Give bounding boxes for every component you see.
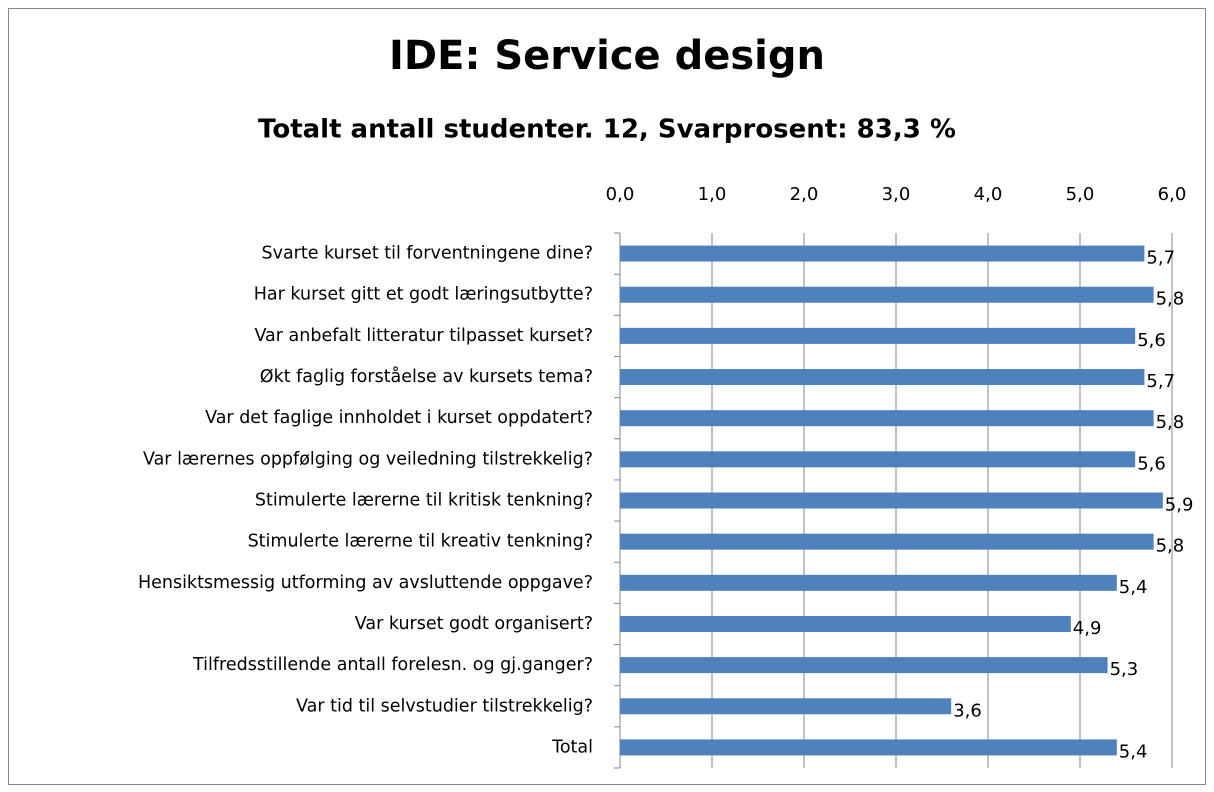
value-label: 5,4 bbox=[1119, 741, 1148, 762]
x-tick-label: 4,0 bbox=[974, 184, 1003, 205]
value-label: 5,7 bbox=[1146, 371, 1175, 392]
bar bbox=[620, 574, 1117, 591]
value-label: 5,4 bbox=[1119, 577, 1148, 598]
y-tick-label: Stimulerte lærerne til kritisk tenkning? bbox=[255, 491, 593, 511]
x-tick-label: 5,0 bbox=[1066, 184, 1095, 205]
y-tick-label: Var lærernes oppfølging og veiledning ti… bbox=[143, 449, 593, 469]
x-tick-label: 3,0 bbox=[882, 184, 911, 205]
x-tick-label: 1,0 bbox=[698, 184, 727, 205]
value-label: 4,9 bbox=[1073, 618, 1102, 639]
value-label: 5,7 bbox=[1146, 248, 1175, 269]
y-tick-label: Svarte kurset til forventningene dine? bbox=[261, 244, 593, 264]
bar bbox=[620, 369, 1145, 386]
y-tick-label: Hensiktsmessig utforming av avsluttende … bbox=[138, 573, 593, 593]
x-tick-label: 0,0 bbox=[606, 184, 635, 205]
bar bbox=[620, 410, 1154, 427]
bar bbox=[620, 615, 1071, 632]
bar bbox=[620, 286, 1154, 303]
value-label: 3,6 bbox=[953, 700, 982, 721]
y-tick-label: Var kurset godt organisert? bbox=[355, 614, 593, 634]
y-tick-label: Var det faglige innholdet i kurset oppda… bbox=[205, 408, 593, 428]
x-tick-label: 6,0 bbox=[1158, 184, 1187, 205]
chart-subtitle: Totalt antall studenter. 12, Svarprosent… bbox=[258, 115, 956, 145]
value-label: 5,3 bbox=[1110, 659, 1139, 680]
value-label: 5,8 bbox=[1156, 412, 1185, 433]
bar bbox=[620, 698, 952, 715]
bar bbox=[620, 451, 1136, 468]
bar bbox=[620, 245, 1145, 262]
chart-border bbox=[8, 8, 1206, 785]
bar bbox=[620, 327, 1136, 344]
value-label: 5,8 bbox=[1156, 536, 1185, 557]
value-label: 5,6 bbox=[1137, 330, 1166, 351]
y-tick-label: Total bbox=[551, 737, 593, 757]
bar bbox=[620, 492, 1163, 509]
bar bbox=[620, 657, 1108, 674]
y-tick-label: Stimulerte lærerne til kreativ tenkning? bbox=[248, 532, 593, 552]
y-tick-label: Økt faglig forståelse av kursets tema? bbox=[260, 366, 593, 387]
y-tick-label: Har kurset gitt et godt læringsutbytte? bbox=[254, 285, 593, 305]
bar bbox=[620, 533, 1154, 550]
bar bbox=[620, 739, 1117, 756]
value-label: 5,6 bbox=[1137, 453, 1166, 474]
x-tick-label: 2,0 bbox=[790, 184, 819, 205]
y-tick-label: Var tid til selvstudier tilstrekkelig? bbox=[296, 696, 593, 716]
y-tick-label: Tilfredsstillende antall forelesn. og gj… bbox=[192, 655, 593, 675]
chart-title: IDE: Service design bbox=[389, 33, 825, 79]
value-label: 5,9 bbox=[1165, 495, 1194, 516]
y-tick-label: Var anbefalt litteratur tilpasset kurset… bbox=[254, 326, 593, 346]
value-label: 5,8 bbox=[1156, 289, 1185, 310]
